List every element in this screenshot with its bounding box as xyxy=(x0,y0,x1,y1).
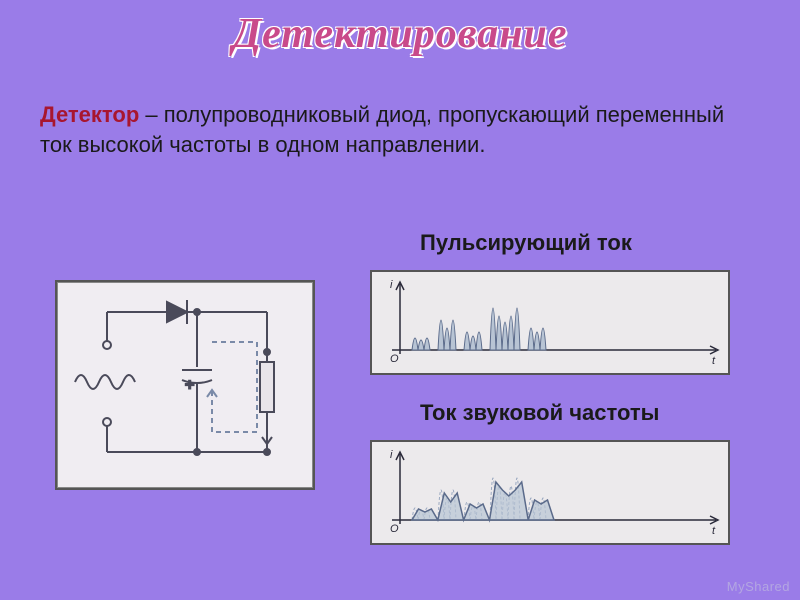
svg-text:+: + xyxy=(185,377,194,394)
circuit-svg: + xyxy=(57,282,313,488)
pulsating-svg: O t i xyxy=(372,272,728,373)
svg-text:t: t xyxy=(712,525,716,537)
svg-text:t: t xyxy=(712,355,716,367)
term-detector: Детектор xyxy=(40,102,139,127)
description-text: Детектор – полупроводниковый диод, пропу… xyxy=(40,100,760,159)
watermark: MyShared xyxy=(727,579,790,594)
label-audio-freq: Ток звуковой частоты xyxy=(420,400,659,426)
audio-svg: O t i xyxy=(372,442,728,543)
graph-pulsating: O t i xyxy=(370,270,730,375)
graph-audio: O t i xyxy=(370,440,730,545)
svg-text:i: i xyxy=(390,279,393,291)
svg-text:O: O xyxy=(390,523,399,535)
label-pulsating: Пульсирующий ток xyxy=(420,230,632,256)
page-title: Детектирование xyxy=(232,10,567,58)
svg-text:i: i xyxy=(390,449,393,461)
svg-text:O: O xyxy=(390,353,399,365)
desc-body: – полупроводниковый диод, пропускающий п… xyxy=(40,102,724,157)
circuit-diagram: + xyxy=(55,280,315,490)
